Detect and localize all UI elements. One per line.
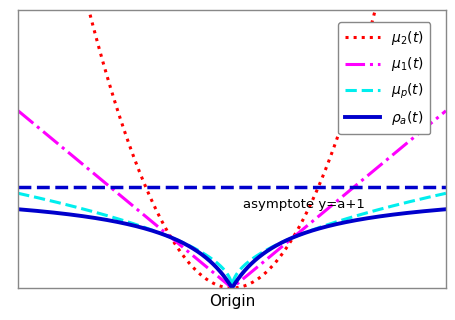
- X-axis label: Origin: Origin: [209, 293, 255, 308]
- Legend: $\mu_2(t)$, $\mu_1(t)$, $\mu_p(t)$, $\rho_a(t)$: $\mu_2(t)$, $\mu_1(t)$, $\mu_p(t)$, $\rh…: [338, 22, 430, 134]
- Text: asymptote y=a+1: asymptote y=a+1: [243, 198, 365, 211]
